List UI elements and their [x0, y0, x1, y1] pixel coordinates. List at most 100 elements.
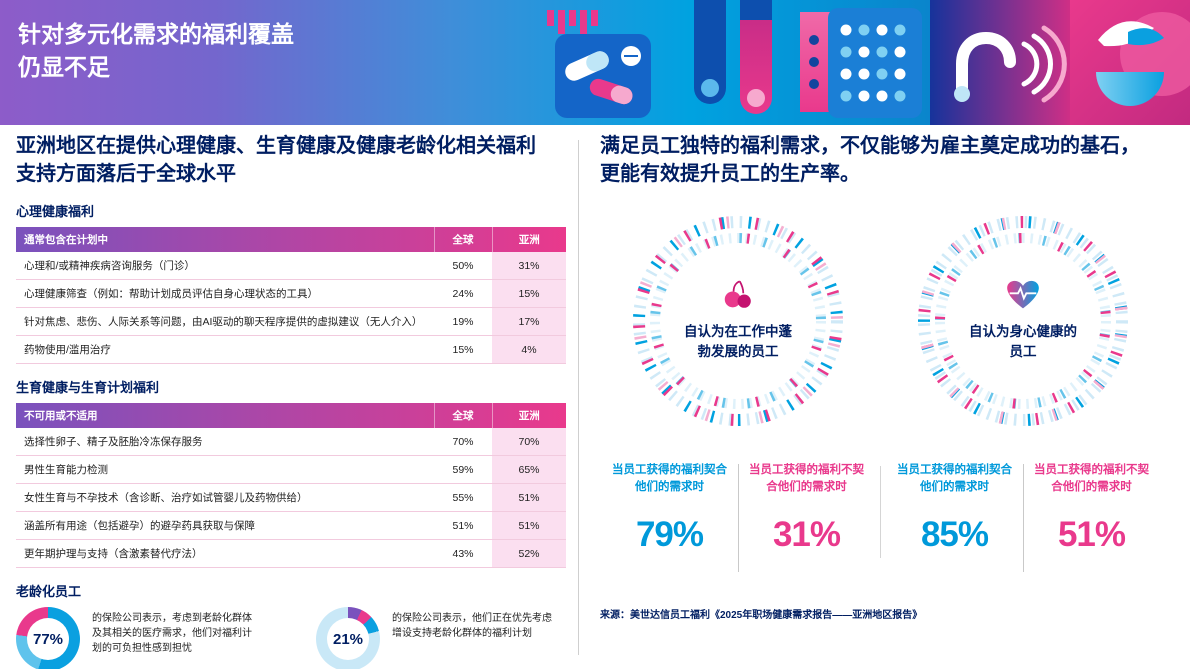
table-header-row: 不可用或不适用 全球 亚洲 — [16, 403, 566, 428]
donut-value: 77% — [27, 618, 69, 660]
right-heading: 满足员工独特的福利需求，不仅能够为雇主奠定成功的基石， 更能有效提升员工的生产率… — [600, 132, 1185, 188]
reproductive-title: 生育健康与生育计划福利 — [16, 380, 160, 395]
stat-pair: 当员工获得的福利契合他们的需求时 79% 当员工获得的福利不契合他们的需求时 3… — [606, 462, 871, 572]
cup-and-bird-icon — [1070, 0, 1190, 125]
match-value: 85% — [920, 514, 989, 554]
global-value: 24% — [434, 279, 492, 308]
dashed-ring: 自认为身心健康的员工 — [914, 212, 1132, 430]
table-row: 男性生育能力检测 59% 65% — [16, 455, 566, 484]
asia-value: 31% — [492, 252, 566, 280]
row-label: 心理健康筛查（例如：帮助计划成员评估自身心理状态的工具） — [16, 279, 434, 308]
asia-value: 51% — [492, 511, 566, 540]
header-illustrations — [535, 0, 1190, 125]
match-label: 当员工获得的福利契合他们的需求时 — [612, 464, 727, 494]
row-label: 男性生育能力检测 — [16, 455, 434, 484]
hearing-aid-icon — [930, 0, 1070, 125]
right-source: 来源：美世达信员工福利《2025年职场健康需求报告——亚洲地区报告》 — [600, 610, 923, 621]
aging-title: 老龄化员工 — [16, 584, 82, 599]
aging-stat-21: 21% 的保险公司表示，他们正在优先考虑增设支持老龄化群体的福利计划 — [316, 607, 557, 669]
reproductive-table: 不可用或不适用 全球 亚洲 选择性卵子、精子及胚胎冷冻保存服务 70% 70% … — [16, 403, 566, 568]
mismatch-value: 51% — [1057, 514, 1126, 554]
asia-value: 4% — [492, 335, 566, 364]
ring-center: 自认为身心健康的员工 — [948, 246, 1098, 396]
table-row: 涵盖所有用途（包括避孕）的避孕药具获取与保障 51% 51% — [16, 511, 566, 540]
ring-center-label: 自认为身心健康的员工 — [969, 323, 1077, 359]
table-row: 更年期护理与支持（含激素替代疗法） 43% 52% — [16, 539, 566, 568]
stat-pair: 当员工获得的福利契合他们的需求时 85% 当员工获得的福利不契合他们的需求时 5… — [891, 462, 1156, 572]
mental-health-title: 心理健康福利 — [16, 204, 95, 219]
row-label: 选择性卵子、精子及胚胎冷冻保存服务 — [16, 428, 434, 456]
column-header-category: 不可用或不适用 — [24, 410, 98, 422]
header-banner: 针对多元化需求的福利覆盖 仍显不足 — [0, 0, 1190, 125]
table-header-row: 通常包含在计划中 全球 亚洲 — [16, 227, 566, 252]
asia-value: 70% — [492, 428, 566, 456]
column-header-asia: 亚洲 — [491, 403, 566, 428]
heart-pulse-icon — [1006, 280, 1040, 315]
asia-value: 17% — [492, 307, 566, 336]
aging-description: 的保险公司表示，考虑到老龄化群体及其相关的医疗需求，他们对福利计划的可负担性感到… — [92, 613, 252, 654]
donut-chart-77: 77% — [16, 607, 80, 669]
stat-divider — [737, 464, 739, 572]
global-value: 70% — [434, 428, 492, 456]
mismatch-value: 31% — [772, 514, 841, 554]
global-value: 59% — [434, 455, 492, 484]
asia-value: 51% — [492, 483, 566, 512]
table-row: 选择性卵子、精子及胚胎冷冻保存服务 70% 70% — [16, 428, 566, 456]
left-heading-line1: 亚洲地区在提供心理健康、生育健康及健康老龄化相关福利 — [16, 135, 536, 157]
donut-chart-21: 21% — [316, 607, 380, 669]
mismatch-stat: 当员工获得的福利不契合他们的需求时 31% — [743, 462, 871, 555]
global-value: 43% — [434, 539, 492, 568]
mismatch-label: 当员工获得的福利不契合他们的需求时 — [1034, 464, 1149, 494]
left-heading-line2: 支持方面落后于全球水平 — [16, 163, 236, 185]
column-header-category: 通常包含在计划中 — [24, 234, 108, 246]
donut-value: 21% — [327, 618, 369, 660]
test-tubes-icon — [670, 0, 800, 125]
row-label: 女性生育与不孕技术（含诊断、治疗如试管婴儿及药物供给） — [16, 483, 434, 512]
left-heading: 亚洲地区在提供心理健康、生育健康及健康老龄化相关福利 支持方面落后于全球水平 — [16, 132, 566, 188]
row-label: 涵盖所有用途（包括避孕）的避孕药具获取与保障 — [16, 511, 434, 540]
table-row: 药物使用/滥用治疗 15% 4% — [16, 335, 566, 364]
mismatch-stat: 当员工获得的福利不契合他们的需求时 51% — [1028, 462, 1156, 555]
column-header-global: 全球 — [433, 227, 492, 252]
match-value: 79% — [635, 514, 704, 554]
column-divider — [578, 140, 579, 655]
asia-vs-global-section: 亚洲地区在提供心理健康、生育健康及健康老龄化相关福利 支持方面落后于全球水平 心… — [16, 132, 566, 669]
column-header-global: 全球 — [433, 403, 492, 428]
asia-value: 15% — [492, 279, 566, 308]
global-value: 19% — [434, 307, 492, 336]
mental-health-table: 通常包含在计划中 全球 亚洲 心理和/或精神疾病咨询服务（门诊） 50% 31%… — [16, 227, 566, 364]
match-stat: 当员工获得的福利契合他们的需求时 85% — [891, 462, 1019, 555]
right-heading-line1: 满足员工独特的福利需求，不仅能够为雇主奠定成功的基石， — [600, 135, 1140, 157]
pills-icon — [535, 0, 670, 125]
page-title: 针对多元化需求的福利覆盖 仍显不足 — [18, 18, 294, 85]
page-title-line1: 针对多元化需求的福利覆盖 — [18, 21, 294, 47]
ring-charts-row: 自认为在工作中蓬勃发展的员工 当员工获得的福利契合他们的需求时 79% 当员工获… — [600, 212, 1185, 572]
row-label: 更年期护理与支持（含激素替代疗法） — [16, 539, 434, 568]
dot-grid-icon — [800, 0, 930, 125]
column-header-asia: 亚洲 — [491, 227, 566, 252]
table-row: 心理和/或精神疾病咨询服务（门诊） 50% 31% — [16, 252, 566, 280]
asia-value: 52% — [492, 539, 566, 568]
aging-stat-77: 77% 的保险公司表示，考虑到老龄化群体及其相关的医疗需求，他们对福利计划的可负… — [16, 607, 316, 669]
table-row: 针对焦虑、悲伤、人际关系等问题，由AI驱动的聊天程序提供的虚拟建议（无人介入） … — [16, 307, 566, 336]
ring-chart-healthy: 自认为身心健康的员工 当员工获得的福利契合他们的需求时 85% 当员工获得的福利… — [885, 212, 1161, 572]
table-row: 心理健康筛查（例如：帮助计划成员评估自身心理状态的工具） 24% 15% — [16, 279, 566, 308]
row-label: 药物使用/滥用治疗 — [16, 335, 434, 364]
cherries-icon — [722, 280, 754, 315]
aging-description: 的保险公司表示，他们正在优先考虑增设支持老龄化群体的福利计划 — [392, 613, 552, 639]
ring-center: 自认为在工作中蓬勃发展的员工 — [663, 246, 813, 396]
ring-chart-thriving: 自认为在工作中蓬勃发展的员工 当员工获得的福利契合他们的需求时 79% 当员工获… — [600, 212, 876, 572]
right-heading-line2: 更能有效提升员工的生产率。 — [600, 163, 860, 185]
table-row: 女性生育与不孕技术（含诊断、治疗如试管婴儿及药物供给） 55% 51% — [16, 483, 566, 512]
match-stat: 当员工获得的福利契合他们的需求时 79% — [606, 462, 734, 555]
asia-value: 65% — [492, 455, 566, 484]
employee-outcomes-section: 满足员工独特的福利需求，不仅能够为雇主奠定成功的基石， 更能有效提升员工的生产率… — [600, 132, 1185, 621]
mismatch-label: 当员工获得的福利不契合他们的需求时 — [749, 464, 864, 494]
global-value: 51% — [434, 511, 492, 540]
page-title-line2: 仍显不足 — [18, 54, 110, 81]
group-divider — [880, 466, 881, 558]
global-value: 55% — [434, 483, 492, 512]
global-value: 15% — [434, 335, 492, 364]
ring-center-label: 自认为在工作中蓬勃发展的员工 — [684, 323, 792, 359]
